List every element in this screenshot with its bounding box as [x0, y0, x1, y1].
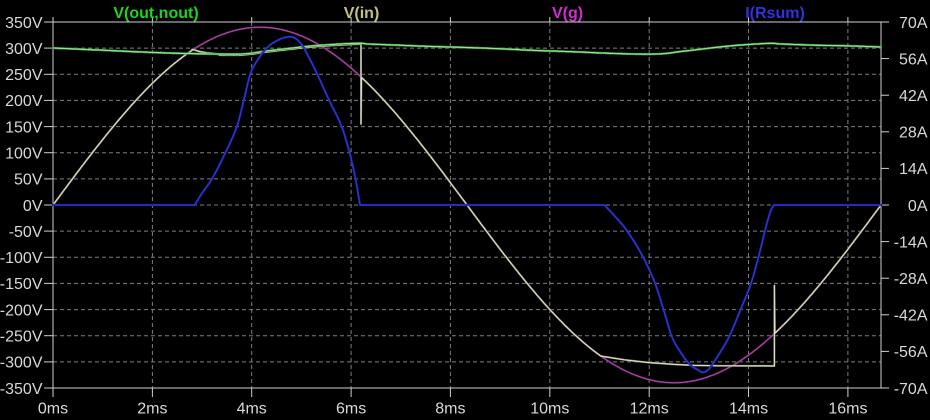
- svg-text:350V: 350V: [5, 15, 43, 32]
- svg-text:6ms: 6ms: [336, 401, 366, 418]
- svg-text:100V: 100V: [5, 146, 43, 163]
- svg-text:-150V: -150V: [0, 276, 43, 293]
- svg-text:70A: 70A: [899, 15, 928, 32]
- svg-text:-70A: -70A: [894, 381, 928, 398]
- svg-text:2ms: 2ms: [137, 401, 167, 418]
- svg-text:-250V: -250V: [0, 329, 43, 346]
- svg-text:-14A: -14A: [894, 234, 928, 251]
- svg-text:50V: 50V: [14, 172, 43, 189]
- svg-text:I(Rsum): I(Rsum): [745, 5, 805, 22]
- svg-text:0ms: 0ms: [38, 401, 68, 418]
- svg-text:14A: 14A: [899, 161, 928, 178]
- svg-text:-300V: -300V: [0, 355, 43, 372]
- svg-text:14ms: 14ms: [729, 401, 768, 418]
- svg-text:-56A: -56A: [894, 344, 928, 361]
- svg-text:-28A: -28A: [894, 271, 928, 288]
- svg-text:28A: 28A: [899, 125, 928, 142]
- svg-text:V(out,nout): V(out,nout): [113, 5, 198, 22]
- svg-text:-200V: -200V: [0, 302, 43, 319]
- svg-text:300V: 300V: [5, 41, 43, 58]
- svg-text:150V: 150V: [5, 119, 43, 136]
- svg-text:V(in): V(in): [344, 5, 380, 22]
- svg-text:4ms: 4ms: [237, 401, 267, 418]
- svg-text:-42A: -42A: [894, 308, 928, 325]
- svg-text:250V: 250V: [5, 67, 43, 84]
- svg-text:10ms: 10ms: [530, 401, 569, 418]
- svg-text:-350V: -350V: [0, 381, 43, 398]
- svg-text:56A: 56A: [899, 51, 928, 68]
- svg-text:-100V: -100V: [0, 250, 43, 267]
- svg-text:V(g): V(g): [552, 5, 583, 22]
- svg-text:8ms: 8ms: [435, 401, 465, 418]
- svg-text:0V: 0V: [23, 198, 43, 215]
- svg-text:42A: 42A: [899, 88, 928, 105]
- svg-text:-50V: -50V: [9, 224, 43, 241]
- svg-text:12ms: 12ms: [630, 401, 669, 418]
- svg-text:200V: 200V: [5, 93, 43, 110]
- svg-text:0A: 0A: [908, 198, 928, 215]
- svg-text:16ms: 16ms: [828, 401, 867, 418]
